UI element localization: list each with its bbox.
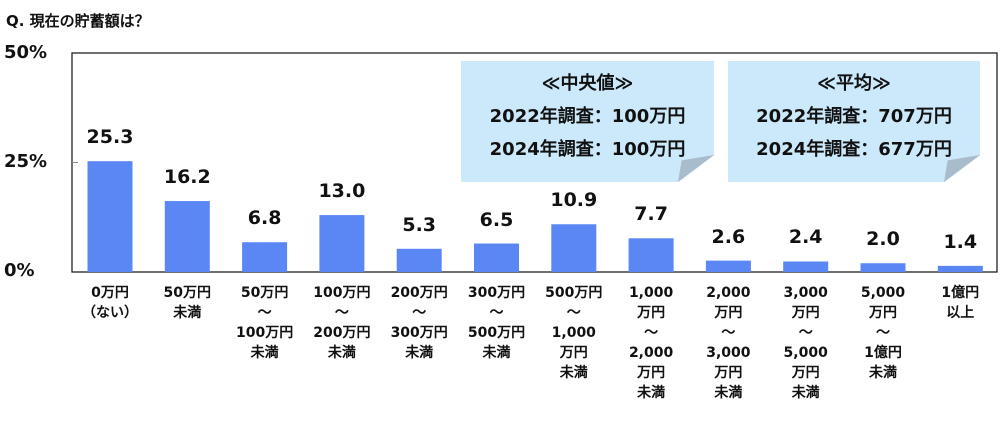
bar [628,238,674,272]
callout-heading: ≪平均≫ [817,73,891,94]
x-tick-label: 3,000 万円～ 5,000 万円 未満 [783,285,828,401]
data-label: 25.3 [86,126,134,149]
x-tick-label: 0万円 （ない） [82,285,138,321]
bar [705,260,751,272]
x-tick-label: 1,000 万円～ 2,000 万円 未満 [628,285,674,401]
bar [242,242,288,272]
x-tick-label: 300万円～ 500万円 未満 [467,285,526,361]
x-tick-label: 5,000 万円～ 1億円 未満 [860,285,906,381]
average-callout: ≪平均≫ 2022年調査：707万円 2024年調査：677万円 [728,61,980,182]
callout-line: 2024年調査：677万円 [756,139,952,160]
x-tick-label: 50万円～ 100万円 未満 [235,285,294,361]
y-tick-label: 50% [4,42,48,63]
bar [87,161,133,272]
bar [937,265,983,272]
bar [551,224,597,272]
data-label: 1.4 [943,230,978,253]
y-tick-label: 0% [4,260,35,281]
bar [396,248,442,272]
x-tick-label: 50万円 未満 [163,285,212,321]
median-callout: ≪中央値≫ 2022年調査：100万円 2024年調査：100万円 [461,61,714,182]
x-tick-label: 1億円 以上 [941,285,980,321]
data-label: 7.7 [634,203,668,226]
data-label: 5.3 [402,213,437,236]
data-label: 6.8 [247,207,282,230]
bar [860,263,906,272]
chart-title: Q. 現在の貯蓄額は？ [6,12,150,30]
callout-line: 2022年調査：100万円 [489,106,686,127]
y-tick-label: 25% [4,151,48,172]
data-label: 10.9 [550,189,598,212]
data-label: 6.5 [479,208,514,231]
bar [164,201,210,272]
x-tick-label: 100万円～ 200万円 未満 [313,285,371,361]
bar [319,215,365,272]
x-tick-label: 500万円～ 1,000 万円 未満 [545,285,603,381]
data-label: 2.0 [866,228,900,251]
callout-heading: ≪中央値≫ [541,73,634,94]
data-label: 2.6 [711,225,746,248]
data-label: 13.0 [318,180,366,203]
callout-line: 2022年調査：707万円 [756,106,952,127]
x-tick-label: 2,000 万円～ 3,000 万円 未満 [706,285,751,401]
x-tick-label: 200万円～ 300万円 未満 [390,285,448,361]
data-label: 2.4 [788,226,823,249]
callout-line: 2024年調査：100万円 [489,139,686,160]
bar [474,243,519,272]
data-label: 16.2 [163,166,211,189]
bar [783,261,829,272]
